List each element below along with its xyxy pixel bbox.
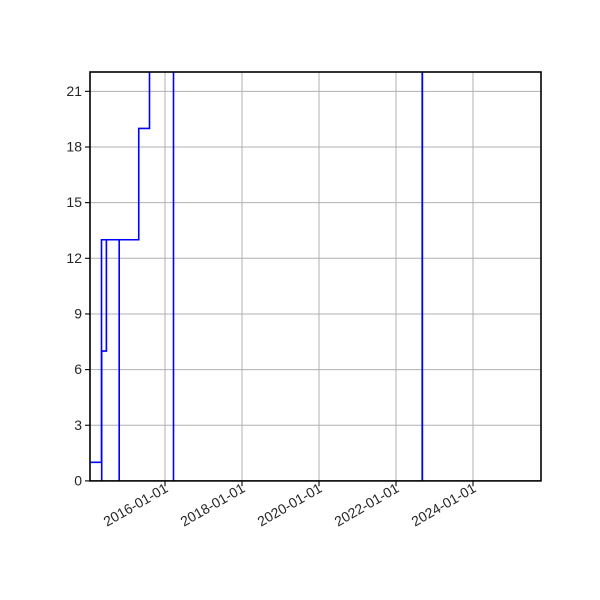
svg-text:15: 15: [66, 194, 82, 210]
svg-text:9: 9: [74, 305, 82, 321]
svg-text:21: 21: [66, 83, 82, 99]
svg-text:3: 3: [74, 417, 82, 433]
svg-text:18: 18: [66, 139, 82, 155]
svg-text:0: 0: [74, 472, 82, 488]
svg-text:6: 6: [74, 361, 82, 377]
svg-text:12: 12: [66, 250, 82, 266]
